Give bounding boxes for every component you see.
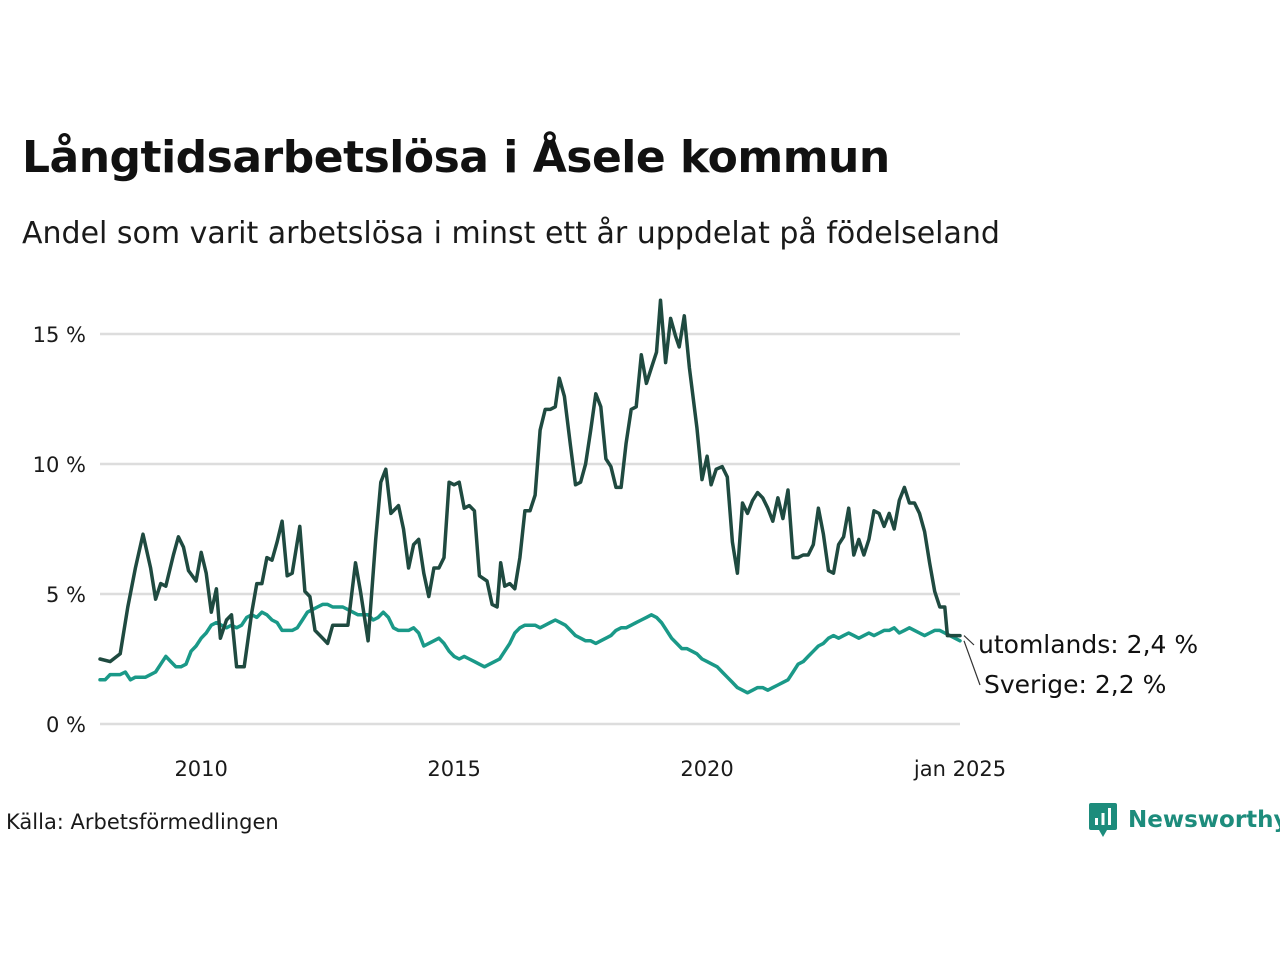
x-tick-label: 2020 — [680, 757, 733, 781]
chart-title: Långtidsarbetslösa i Åsele kommun — [22, 132, 890, 183]
brand-name: Newsworthy — [1128, 807, 1280, 833]
series-line-utomlands — [98, 298, 962, 669]
y-tick-label: 0 % — [46, 713, 86, 737]
end-label-leader — [963, 635, 975, 646]
y-tick-label: 15 % — [33, 323, 86, 347]
end-label-sverige: Sverige: 2,2 % — [984, 670, 1166, 699]
end-label-leader — [963, 640, 981, 686]
x-tick-label: 2015 — [427, 757, 480, 781]
source-note: Källa: Arbetsförmedlingen — [6, 810, 279, 834]
bar-chart-logo-icon — [1089, 803, 1117, 837]
y-tick-label: 5 % — [46, 583, 86, 607]
chart-subtitle: Andel som varit arbetslösa i minst ett å… — [22, 216, 1000, 251]
end-label-utomlands: utomlands: 2,4 % — [978, 630, 1198, 659]
x-tick-label: jan 2025 — [913, 757, 1006, 781]
y-tick-label: 10 % — [33, 453, 86, 477]
x-tick-label: 2010 — [174, 757, 227, 781]
series-line-sverige — [98, 602, 962, 695]
brand-logo: Newsworthy — [1088, 802, 1280, 838]
